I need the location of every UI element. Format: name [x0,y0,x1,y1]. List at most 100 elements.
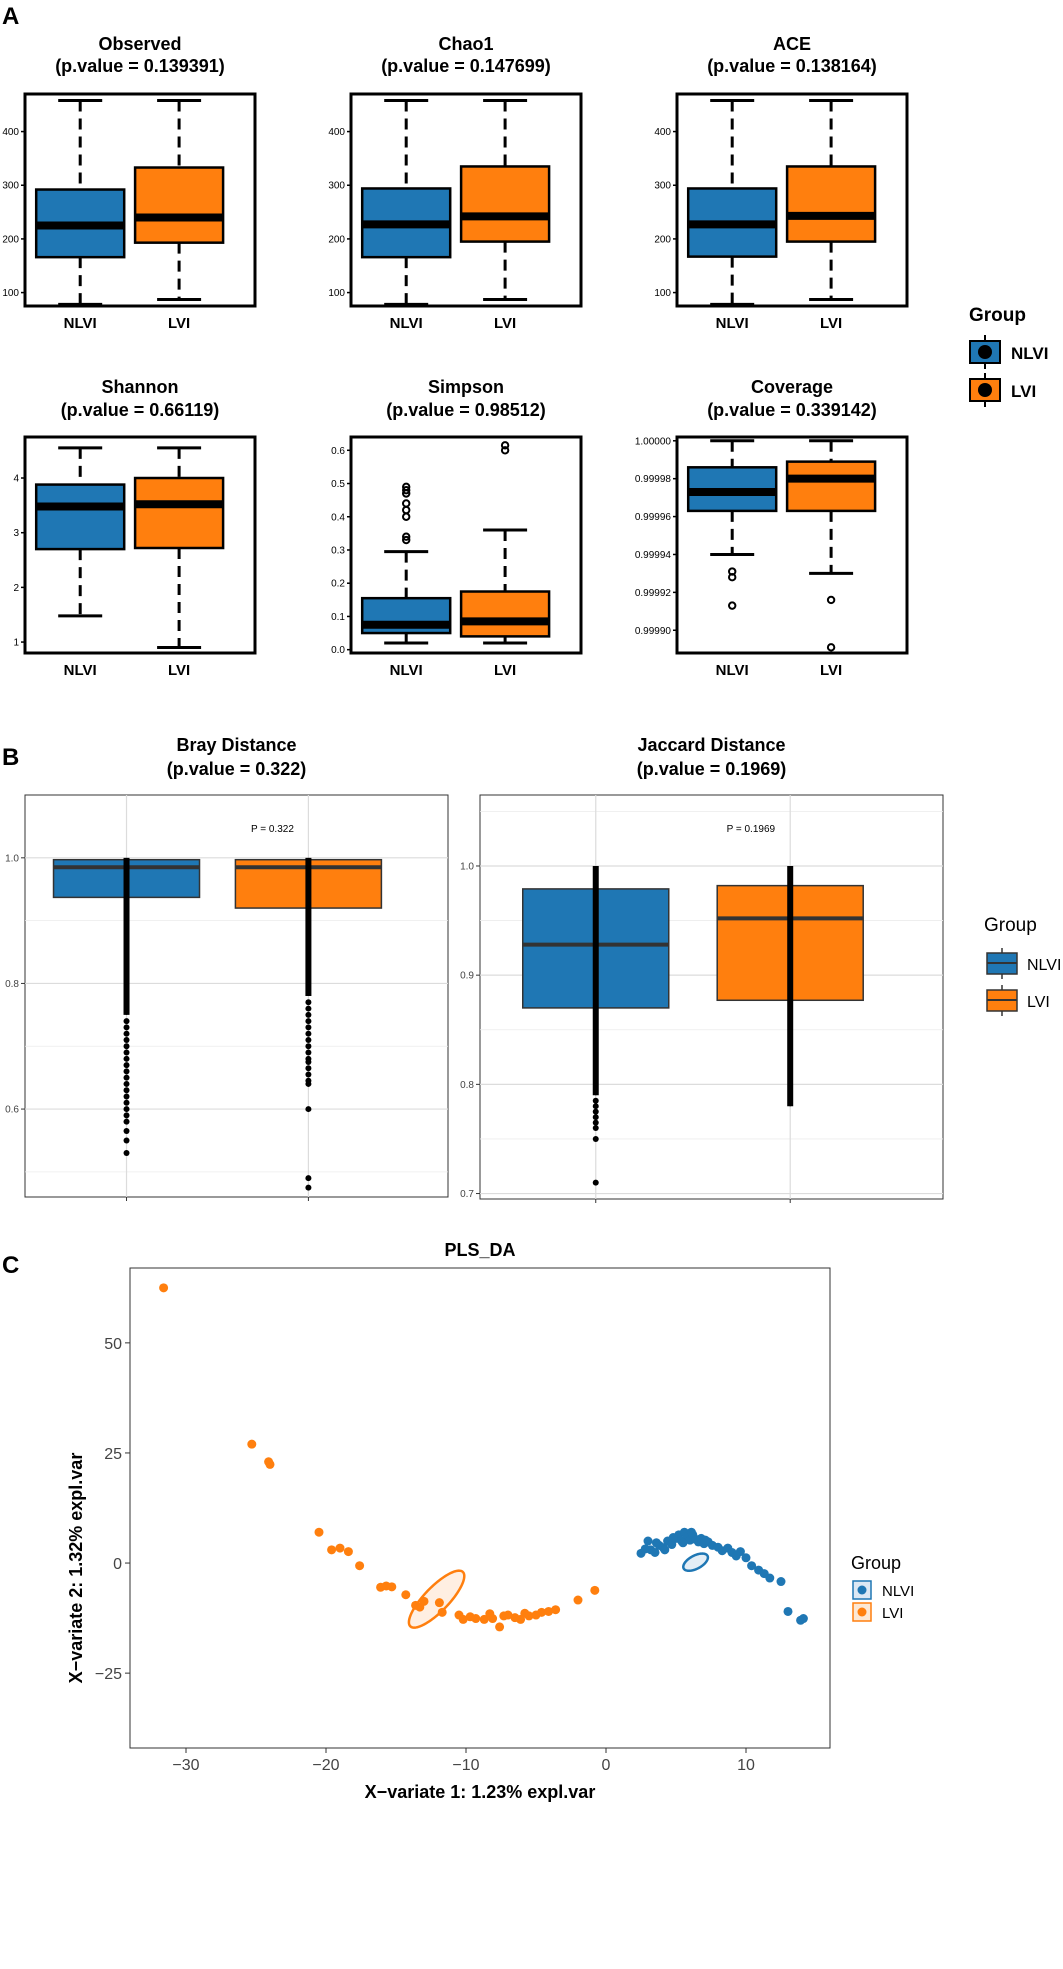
coverage-boxplot: Coverage (p.value = 0.339142) 0.99990 0.999… [635,377,909,679]
bray-lvi-outlier [305,1043,312,1050]
point-lvi [458,1614,468,1624]
bray-nlvi-outlier [123,1150,130,1157]
point-lvi [314,1527,324,1537]
legend-c-dot-nlvi [857,1585,867,1595]
point-lvi [590,1585,600,1595]
observed-ytick-label: 200 [2,234,19,245]
bray-lvi-outlier [305,1058,312,1065]
bray-nlvi-outlier [123,1080,130,1087]
observed-subtitle: (p.value = 0.139391) [55,56,225,76]
chao1-subtitle: (p.value = 0.147699) [381,56,551,76]
point-nlvi [643,1536,653,1546]
point-lvi [434,1598,444,1608]
bray-lvi-outlier [305,1080,312,1087]
point-lvi [387,1582,397,1592]
plsda-xtick-label: 10 [737,1757,755,1774]
coverage-ytick-label: 0.99994 [635,550,672,561]
bray-distance-boxplot: Bray Distance (p.value = 0.322) P = 0.322 0… [5,735,449,1201]
ace-ytick-label: 300 [654,181,671,192]
point-lvi [335,1543,345,1553]
point-lvi [551,1605,561,1615]
jaccard-ytick-label: 0.7 [460,1189,474,1200]
ace-frame [675,92,909,308]
coverage-lvi-outlier [826,643,836,652]
coverage-ytick-label: 0.99992 [635,588,672,599]
bray-nlvi-outlier [123,1018,130,1025]
chao1-lvi-box [459,165,551,243]
jaccard-nlvi-outlier [592,1108,599,1115]
simpson-subtitle: (p.value = 0.98512) [386,400,546,420]
chao1-title: Chao1 [438,34,493,54]
legend-c-title: Group [851,1553,901,1573]
bray-nlvi-outlier [123,1062,130,1069]
jaccard-ytick-label: 0.8 [460,1080,474,1091]
point-nlvi [747,1561,757,1571]
point-lvi [485,1609,495,1619]
ace-lvi-box [785,165,877,243]
point-nlvi [783,1606,793,1616]
bray-nlvi-outlier [123,1036,130,1043]
observed-ytick-label: 400 [2,127,19,138]
plsda-xtick-label: 0 [602,1757,611,1774]
legend-b-label-lvi: LVI [1027,994,1050,1011]
jaccard-distance-boxplot: Jaccard Distance (p.value = 0.1969) P = 0.… [460,735,944,1203]
point-lvi [437,1607,447,1617]
point-nlvi [668,1533,678,1543]
legend-a-label-lvi: LVI [1011,382,1036,401]
simpson-ytick-label: 0.6 [331,446,345,457]
jaccard-title: Jaccard Distance [637,735,785,755]
shannon-ytick-label: 1 [13,638,19,649]
point-lvi [327,1545,337,1555]
ace-ytick-label: 100 [654,288,671,299]
point-lvi [401,1590,411,1600]
legend-c-label-nlvi: NLVI [882,1583,914,1600]
bray-lvi-outlier [305,1005,312,1012]
point-nlvi [735,1547,745,1557]
panel-label-a: A [2,3,19,30]
ace-subtitle: (p.value = 0.138164) [707,56,877,76]
shannon-title: Shannon [102,377,179,397]
coverage-lvi-box [785,460,877,513]
ellipse-nlvi [682,1552,710,1573]
simpson-lvi-outlier [500,441,510,450]
bray-nlvi-outlier [123,1112,130,1119]
observed-ytick-label: 300 [2,181,19,192]
coverage-title: Coverage [751,377,833,397]
jaccard-nlvi-outlier [592,1179,599,1186]
coverage-frame [675,435,909,655]
simpson-ytick-label: 0.2 [331,579,345,590]
bray-lvi-outlier [305,1071,312,1078]
jaccard-nlvi-outlier [592,1119,599,1126]
point-lvi [544,1606,554,1616]
bray-nlvi-outlier [123,1093,130,1100]
shannon-ytick-label: 2 [13,583,19,594]
ace-lvi-category-label: LVI [820,315,842,332]
coverage-lvi-category-label: LVI [820,662,842,679]
chao1-boxplot: Chao1(p.value = 0.147699) 100 200 300 400 NLV… [328,34,583,332]
point-lvi [159,1283,169,1293]
jaccard-nlvi-outlier [592,1097,599,1104]
bray-lvi-outlier [305,1018,312,1025]
legend-a-title: Group [969,305,1026,326]
bray-lvi-outlier [305,1024,312,1031]
bray-nlvi-outlier [123,1099,130,1106]
plsda-title: PLS_DA [444,1240,515,1260]
bray-nlvi-outlier [123,1137,130,1144]
legend-b: Group NLVI LVI [984,915,1061,1016]
bray-lvi-outlier [305,1184,312,1191]
observed-frame [23,92,257,308]
point-lvi [537,1607,547,1617]
bray-title: Bray Distance [176,735,296,755]
jaccard-nlvi-outlier [592,1135,599,1142]
point-nlvi [640,1544,650,1554]
point-lvi [265,1459,275,1469]
bray-nlvi-outlier [123,1030,130,1037]
simpson-ytick-label: 0.4 [331,512,345,523]
coverage-nlvi-category-label: NLVI [716,662,749,679]
point-lvi [499,1611,509,1621]
jaccard-p-annotation: P = 0.1969 [727,824,776,835]
plsda-ytick-label: −25 [95,1666,122,1683]
bray-lvi-outlier [305,1030,312,1037]
simpson-frame [349,435,583,655]
jaccard-subtitle: (p.value = 0.1969) [637,759,787,779]
